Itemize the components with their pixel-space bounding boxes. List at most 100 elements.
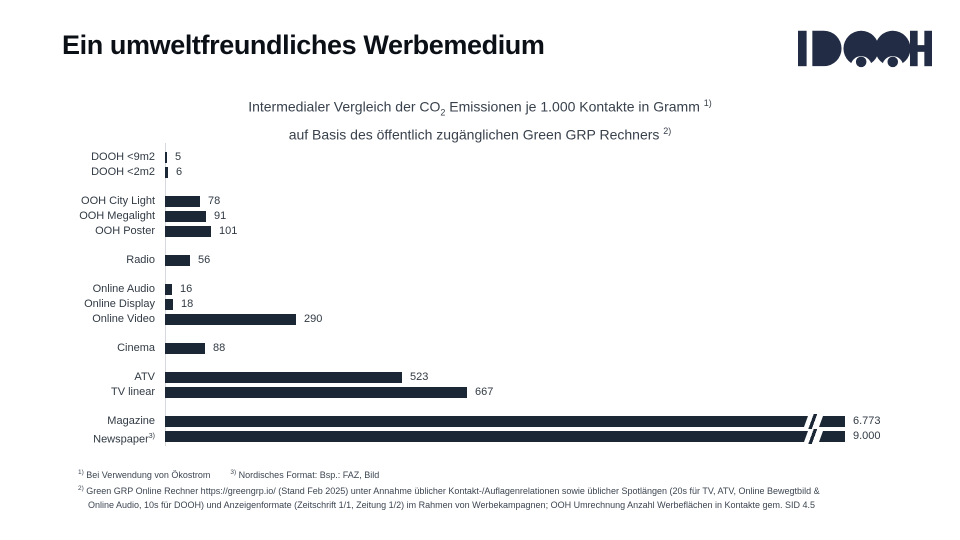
- bar-value: 56: [198, 254, 211, 266]
- bar-track: 88: [165, 341, 960, 356]
- bar-label: ATV: [134, 371, 155, 383]
- chart-title-line2: auf Basis des öffentlich zugänglichen Gr…: [288, 126, 672, 144]
- co2-subscript: 2: [440, 107, 446, 118]
- footnote-ref-3: 3): [148, 433, 155, 440]
- bar-value: 91: [214, 210, 227, 222]
- axis-break-mark: [803, 414, 824, 429]
- footnote-ref-1: 1): [703, 98, 712, 108]
- bar-value: 18: [181, 298, 194, 310]
- bar: [165, 414, 845, 429]
- bar-group: ATV 523 TV linear 667: [0, 370, 960, 400]
- bar-group: DOOH <9m2 5 DOOH <2m2 6: [0, 150, 960, 180]
- bar-track: 16: [165, 282, 960, 297]
- bar-track: 6: [165, 165, 960, 180]
- bar-track: 56: [165, 253, 960, 268]
- bar: [165, 387, 467, 398]
- bar-value: 88: [213, 342, 226, 354]
- bar-track: 523: [165, 370, 960, 385]
- bar-row: Online Display 18: [0, 297, 960, 312]
- bar-chart: DOOH <9m2 5 DOOH <2m2 6 OOH City Light 78 OOH …: [0, 150, 960, 446]
- bar: [165, 226, 211, 237]
- logo-letter-h: [909, 30, 932, 67]
- idooh-logo: [798, 30, 932, 72]
- logo-letter-d: [812, 30, 842, 67]
- logo-letter-o1: [843, 30, 879, 72]
- bar: [165, 343, 205, 354]
- footnotes: 1) Bei Verwendung von Ökostrom 3) Nordisc…: [78, 466, 940, 512]
- bar: [165, 284, 172, 295]
- bar: [165, 211, 206, 222]
- footnote-2-line-1: 2) Green GRP Online Rechner https://gree…: [78, 485, 820, 496]
- bar-group: OOH City Light 78 OOH Megalight 91 OOH Poste…: [0, 194, 960, 239]
- bar-row: Online Audio 16: [0, 282, 960, 297]
- bar-row: Cinema 88: [0, 341, 960, 356]
- page-title: Ein umweltfreundliches Werbemedium: [62, 30, 545, 60]
- bar-label: TV linear: [110, 386, 155, 398]
- bar-value: 6: [176, 166, 183, 178]
- bar-value: 101: [219, 225, 238, 237]
- bar-label: DOOH <9m2: [91, 151, 155, 163]
- bar-group: Cinema 88: [0, 341, 960, 356]
- bar-track: 6.773: [165, 414, 960, 429]
- bar: [165, 255, 190, 266]
- bar-row: Radio 56: [0, 253, 960, 268]
- bar-track: 667: [165, 385, 960, 400]
- bar: [165, 372, 402, 383]
- bar-label: Cinema: [117, 342, 155, 354]
- bar-label: OOH Poster: [95, 225, 155, 237]
- bar-value: 5: [175, 151, 182, 163]
- bar-track: 78: [165, 194, 960, 209]
- bar-row: ATV 523: [0, 370, 960, 385]
- footnote-2-line-2: Online Audio, 10s für DOOH) und Anzeigen…: [88, 500, 816, 510]
- bar-row: OOH Poster 101: [0, 224, 960, 239]
- bar-label: Online Display: [84, 298, 155, 310]
- bar: [165, 196, 200, 207]
- bar-group: Radio 56: [0, 253, 960, 268]
- bar-value: 78: [208, 195, 221, 207]
- bar-value: 290: [304, 313, 323, 325]
- bar-value: 16: [180, 283, 193, 295]
- footnote-line-1: 1) Bei Verwendung von Ökostrom 3) Nordisc…: [78, 466, 940, 482]
- bar-value: 6.773: [853, 415, 881, 427]
- footnote-3: 3) Nordisches Format: Bsp.: FAZ, Bild: [230, 469, 380, 480]
- bar-track: 101: [165, 224, 960, 239]
- bar-group: Online Audio 16 Online Display 18 Online Vid…: [0, 282, 960, 327]
- bar-row: OOH Megalight 91: [0, 209, 960, 224]
- bar: [165, 152, 167, 163]
- bar-value: 523: [410, 371, 429, 383]
- bar-track: 91: [165, 209, 960, 224]
- bar-label: Online Video: [92, 313, 155, 325]
- bar-label: Magazine: [107, 415, 155, 427]
- bar-track: 5: [165, 150, 960, 165]
- bar-label: OOH Megalight: [79, 210, 155, 222]
- bar-track: 9.000: [165, 429, 960, 444]
- bar-value: 9.000: [853, 430, 881, 442]
- bar-track: 18: [165, 297, 960, 312]
- footnote-ref-2: 2): [663, 126, 672, 137]
- axis-break-mark: [803, 429, 824, 444]
- bar-row: TV linear 667: [0, 385, 960, 400]
- bar: [165, 429, 845, 444]
- bar-label: DOOH <2m2: [91, 166, 155, 178]
- bar-row: Online Video 290: [0, 312, 960, 327]
- chart-title: Intermedialer Vergleich der CO2 Emission…: [0, 94, 960, 145]
- bar-label: Online Audio: [92, 283, 155, 295]
- bar-label: Newspaper3): [93, 433, 155, 446]
- logo-letter-o2: [875, 30, 911, 72]
- bar-group: Magazine 6.773 Newspaper3) 9.000: [0, 414, 960, 446]
- bar: [165, 314, 296, 325]
- bar-row: DOOH <2m2 6: [0, 165, 960, 180]
- bar-label: Radio: [126, 254, 155, 266]
- bar-track: 290: [165, 312, 960, 327]
- bar-value: 667: [475, 386, 494, 398]
- bar-row: Magazine 6.773: [0, 414, 960, 429]
- bar-row: OOH City Light 78: [0, 194, 960, 209]
- footnote-1: 1) Bei Verwendung von Ökostrom: [78, 469, 211, 480]
- bar-row: DOOH <9m2 5: [0, 150, 960, 165]
- logo-letter-i: [798, 30, 807, 67]
- bar-row: Newspaper3) 9.000: [0, 429, 960, 446]
- bar-label: OOH City Light: [81, 195, 155, 207]
- bar: [165, 299, 173, 310]
- bar: [165, 167, 168, 178]
